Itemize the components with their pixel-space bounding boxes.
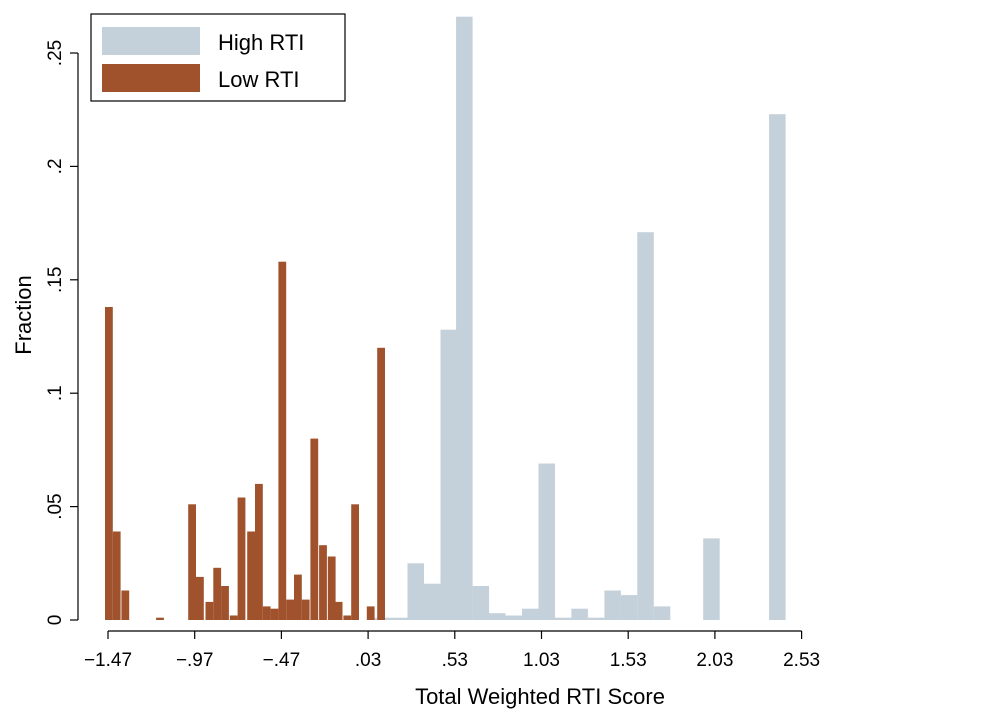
bar-high-rti-2 (407, 563, 424, 620)
series-high-rti-bars (374, 16, 786, 620)
bar-high-rti-15 (620, 595, 638, 620)
legend-label-high-rti: High RTI (218, 30, 304, 55)
x-tick-label-0: −1.47 (84, 650, 132, 671)
y-axis-ticks: 0 .05 .1 .15 .2 .25 (45, 40, 78, 626)
bar-low-rti-1 (112, 531, 121, 620)
y-tick-label-3: .15 (45, 267, 66, 293)
bar-high-rti-11 (554, 617, 572, 620)
bar-low-rti-26 (377, 347, 385, 620)
y-tick-label-0: 0 (45, 615, 66, 626)
x-axis-ticks: −1.47 −.97 −.47 .03 .53 1.03 1.53 2.03 2.53 (84, 631, 820, 671)
legend: High RTI Low RTI (90, 13, 346, 102)
bar-high-rti-9 (522, 608, 539, 620)
y-tick-label-4: .2 (45, 158, 66, 174)
bar-high-rti-12 (571, 608, 588, 620)
bar-low-rti-10 (237, 497, 246, 620)
x-tick-label-6: 1.53 (610, 650, 647, 671)
bar-high-rti-6 (472, 586, 490, 620)
bar-high-rti-1 (391, 617, 408, 620)
bar-low-rti-17 (294, 574, 302, 620)
bar-high-rti-16 (637, 232, 654, 620)
bar-low-rti-16 (286, 599, 294, 620)
bar-low-rti-0 (105, 307, 113, 620)
bar-high-rti-5 (456, 16, 473, 620)
bar-high-rti-7 (489, 613, 506, 620)
bar-low-rti-12 (255, 483, 263, 620)
bar-low-rti-9 (229, 615, 238, 620)
bar-high-rti-4 (440, 329, 457, 620)
x-tick-label-2: −.47 (263, 650, 301, 671)
x-axis-title: Total Weighted RTI Score (415, 684, 665, 709)
y-tick-label-2: .1 (45, 385, 66, 401)
bar-low-rti-11 (247, 531, 255, 620)
bar-high-rti-17 (653, 606, 671, 620)
bar-low-rti-5 (196, 576, 204, 620)
bar-low-rti-14 (270, 608, 279, 620)
x-tick-label-3: .03 (355, 650, 381, 671)
legend-label-low-rti: Low RTI (218, 67, 300, 92)
bar-low-rti-24 (351, 504, 359, 620)
bar-low-rti-6 (205, 601, 214, 620)
bar-low-rti-4 (188, 504, 196, 620)
x-tick-label-8: 2.53 (783, 650, 820, 671)
y-axis-title: Fraction (11, 275, 36, 354)
bar-high-rti-20 (703, 538, 720, 620)
legend-swatch-high-rti (102, 27, 200, 55)
x-tick-label-5: 1.03 (523, 650, 560, 671)
y-tick-label-5: .25 (45, 40, 66, 66)
bar-low-rti-25 (366, 606, 375, 620)
bar-low-rti-19 (310, 438, 319, 620)
bar-low-rti-13 (262, 606, 271, 620)
y-tick-label-1: .05 (45, 493, 66, 519)
bar-high-rti-13 (587, 617, 605, 620)
bar-low-rti-15 (278, 261, 287, 620)
bar-low-rti-18 (301, 599, 310, 620)
bar-low-rti-23 (343, 615, 352, 620)
x-tick-label-1: −.97 (176, 650, 214, 671)
bar-low-rti-21 (327, 556, 336, 620)
bar-low-rti-22 (334, 601, 343, 620)
bar-low-rti-3 (156, 617, 164, 620)
bar-low-rti-20 (319, 545, 327, 620)
series-low-rti-bars (105, 261, 385, 620)
x-tick-label-7: 2.03 (696, 650, 733, 671)
bar-low-rti-8 (221, 586, 229, 620)
bar-low-rti-2 (121, 590, 130, 620)
bar-high-rti-24 (769, 114, 786, 620)
x-tick-label-4: .53 (442, 650, 468, 671)
bar-high-rti-10 (538, 463, 555, 620)
legend-swatch-low-rti (102, 64, 200, 92)
bar-high-rti-3 (424, 583, 441, 620)
bar-low-rti-7 (213, 567, 222, 620)
bar-high-rti-8 (505, 615, 522, 620)
bar-high-rti-14 (604, 590, 621, 620)
